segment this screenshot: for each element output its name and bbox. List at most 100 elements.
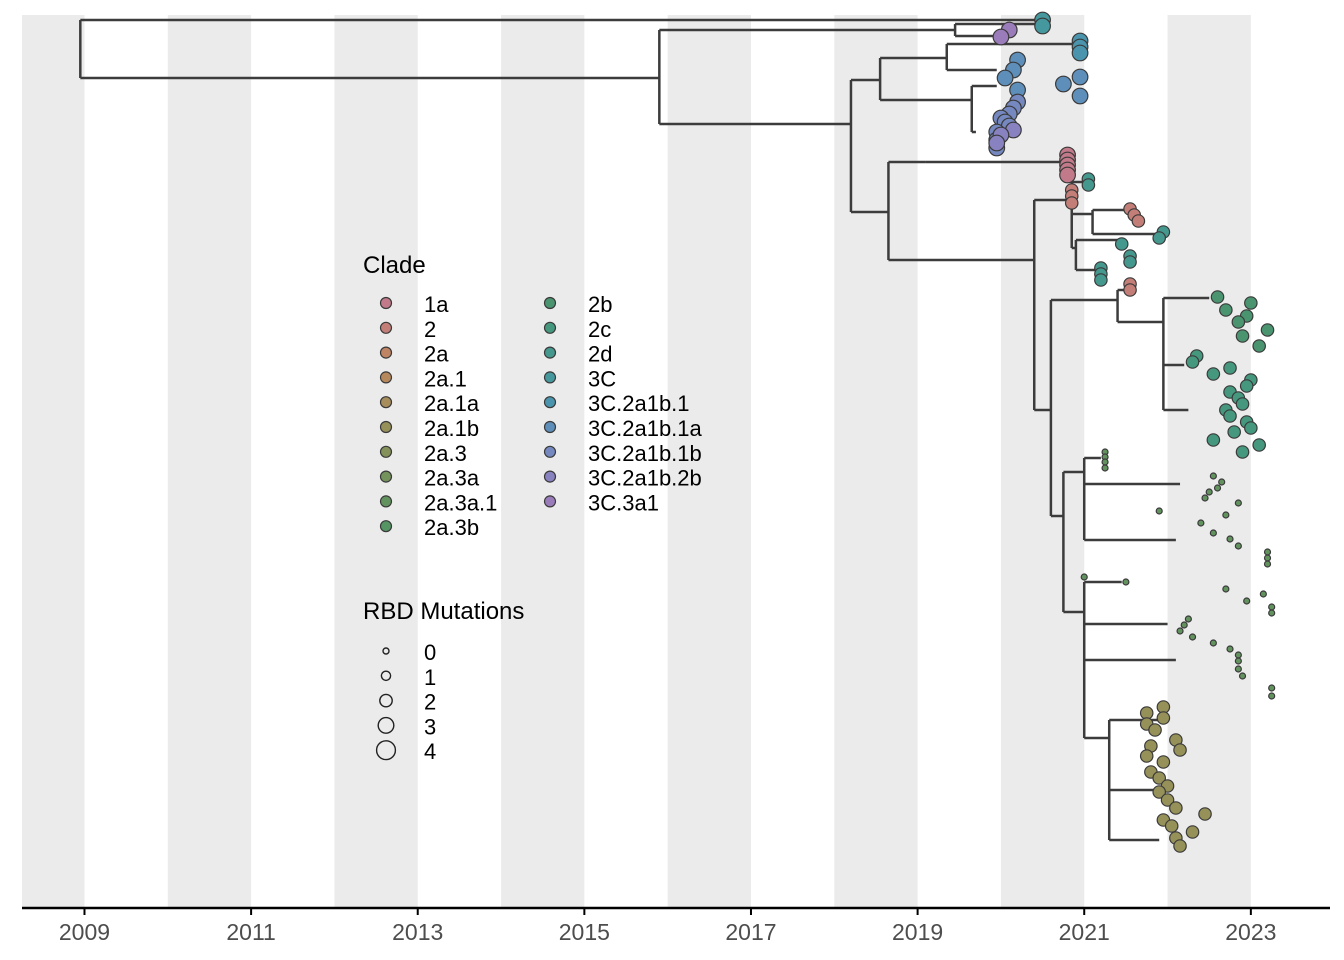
clade-legend-key bbox=[379, 470, 393, 483]
tip-2c bbox=[1235, 397, 1250, 411]
clade-legend-label: 3C.2a1b.1a bbox=[588, 416, 703, 441]
tip-2a-1b bbox=[1156, 711, 1171, 725]
tip-2a-3a-1 bbox=[1226, 645, 1234, 653]
clade-legend-label: 2a.1 bbox=[424, 366, 467, 391]
clade-legend-label: 2a.3 bbox=[424, 441, 467, 466]
tip-2d bbox=[1114, 237, 1129, 251]
tip-2d bbox=[1081, 178, 1096, 192]
size-legend-label: 3 bbox=[424, 714, 436, 739]
clade-legend-label: 2a.3a bbox=[424, 466, 480, 491]
clade-legend-key bbox=[543, 296, 557, 310]
tip-3C-2a1b-2b bbox=[988, 134, 1006, 152]
x-tick-label: 2011 bbox=[226, 919, 275, 945]
tip-2a-1b bbox=[1173, 839, 1187, 853]
clade-legend-label: 3C bbox=[588, 366, 616, 391]
tip-2a-3a-1 bbox=[1268, 684, 1276, 692]
tip-2a-1b bbox=[1198, 807, 1212, 821]
clade-legend-label: 2a.3b bbox=[424, 515, 479, 540]
tip-2d bbox=[1152, 231, 1167, 245]
tip-2a-3a-1 bbox=[1222, 511, 1230, 519]
tip-2a-1b bbox=[1156, 755, 1171, 769]
tip-2a-3a-1 bbox=[1268, 692, 1276, 700]
clade-legend-key bbox=[543, 445, 557, 458]
tip-2b bbox=[1219, 303, 1233, 317]
clade-legend-key bbox=[379, 520, 393, 533]
size-legend-label: 1 bbox=[424, 665, 436, 690]
clade-legend-label: 2a bbox=[424, 342, 449, 367]
tip-2d bbox=[1094, 273, 1108, 287]
clade-legend-key bbox=[543, 346, 557, 359]
tip-2a-3a-1 bbox=[1234, 499, 1242, 507]
year-band bbox=[834, 15, 918, 908]
tip-2a-3a-1 bbox=[1234, 657, 1242, 665]
year-band bbox=[667, 15, 751, 908]
tip-2a-3a-1 bbox=[1263, 560, 1272, 568]
x-tick-label: 2013 bbox=[392, 919, 443, 945]
tip-2d bbox=[1123, 255, 1137, 269]
tip-2a-3a-1 bbox=[1080, 573, 1088, 581]
clade-legend-key bbox=[543, 470, 557, 483]
clade-legend-label: 1a bbox=[424, 292, 449, 317]
tip-2c bbox=[1244, 421, 1258, 435]
tip-2c bbox=[1206, 367, 1221, 381]
tip-2a-3a-1 bbox=[1234, 651, 1242, 659]
x-tick-label: 2021 bbox=[1059, 919, 1110, 945]
size-legend-label: 4 bbox=[424, 739, 436, 764]
clade-legend-label: 3C.2a1b.1 bbox=[588, 391, 690, 416]
clade-legend-key bbox=[543, 321, 557, 334]
tip-3C-2a1b-1 bbox=[1071, 44, 1089, 62]
tip-2c bbox=[1239, 379, 1254, 393]
tip-2a-3a-1 bbox=[1222, 585, 1230, 593]
tip-2c bbox=[1227, 425, 1241, 439]
year-bands bbox=[22, 15, 1251, 908]
tip-2c bbox=[1223, 361, 1237, 375]
tree-branches bbox=[79, 18, 1210, 842]
clade-legend: Clade 1a22a2a.12a.1a2a.1b2a.32a.3a2a.3a.… bbox=[363, 252, 703, 540]
clade-legend-key bbox=[543, 420, 557, 434]
rbd-legend-title: RBD Mutations bbox=[363, 598, 524, 625]
tip-2 bbox=[1064, 196, 1079, 210]
tip-2 bbox=[1131, 214, 1146, 228]
tip-2a-3a-1 bbox=[1268, 609, 1276, 617]
tip-2c bbox=[1235, 445, 1250, 459]
tip-2b bbox=[1252, 339, 1266, 353]
tip-markers bbox=[988, 11, 1276, 853]
tip-2a-1b bbox=[1164, 819, 1179, 833]
tip-2a-1b bbox=[1169, 801, 1183, 815]
size-legend-key bbox=[375, 740, 397, 761]
tip-2a-1b bbox=[1173, 743, 1187, 757]
tip-1a bbox=[1059, 166, 1076, 184]
tip-3C-2a1b-1a bbox=[1055, 75, 1072, 93]
tip-2a-1b bbox=[1160, 793, 1175, 807]
clade-legend-key bbox=[379, 321, 393, 334]
clade-legend-label: 3C.2a1b.1b bbox=[588, 441, 702, 466]
tip-2a-3a-1 bbox=[1184, 615, 1192, 623]
tip-2a-3a-1 bbox=[1259, 590, 1267, 598]
tip-2a-1b bbox=[1148, 723, 1162, 737]
clade-legend-key bbox=[543, 371, 557, 384]
tip-2a-3a-1 bbox=[1197, 519, 1205, 527]
tip-2a-3a-1 bbox=[1213, 484, 1222, 492]
clade-legend-key bbox=[379, 371, 393, 384]
clade-legend-key bbox=[379, 495, 393, 508]
clade-legend-key bbox=[543, 396, 557, 409]
tip-2a-3a-1 bbox=[1209, 529, 1217, 537]
size-legend-key bbox=[382, 647, 390, 655]
tip-2a-3a-1 bbox=[1263, 548, 1272, 556]
tip-2a-3a-1 bbox=[1180, 621, 1188, 629]
clade-legend-label: 2c bbox=[588, 317, 611, 342]
tip-3C-3a1 bbox=[992, 28, 1010, 46]
clade-legend-label: 2 bbox=[424, 317, 436, 342]
tip-2c bbox=[1252, 438, 1266, 452]
tip-2a-3a-1 bbox=[1101, 464, 1109, 472]
clade-legend-title: Clade bbox=[363, 252, 426, 279]
tip-2c bbox=[1206, 433, 1221, 447]
tip-2b bbox=[1260, 323, 1275, 337]
size-legend-label: 0 bbox=[424, 640, 436, 665]
clade-legend-label: 2d bbox=[588, 342, 612, 367]
tip-2a-3a-1 bbox=[1101, 458, 1109, 466]
tip-2a-3a-1 bbox=[1226, 535, 1234, 543]
size-legend-key bbox=[379, 693, 393, 708]
